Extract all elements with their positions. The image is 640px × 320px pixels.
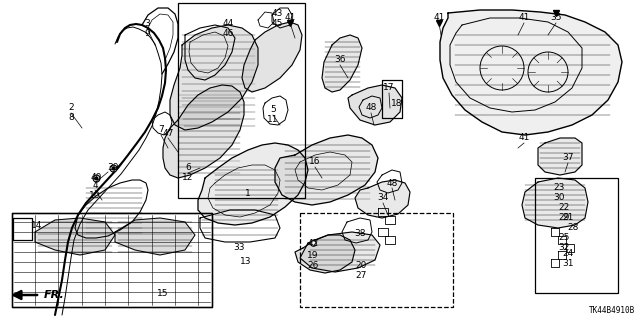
Text: 40: 40 <box>90 173 102 182</box>
Polygon shape <box>198 143 308 225</box>
Text: 41: 41 <box>518 133 530 142</box>
Text: 26: 26 <box>307 260 319 269</box>
Polygon shape <box>163 85 244 178</box>
Text: 42: 42 <box>307 238 319 247</box>
Text: 39: 39 <box>108 163 119 172</box>
Text: 22: 22 <box>558 204 570 212</box>
Text: FR.: FR. <box>44 290 65 300</box>
Text: 10: 10 <box>89 190 100 199</box>
Text: 38: 38 <box>355 228 365 237</box>
Polygon shape <box>275 135 378 205</box>
Text: 41: 41 <box>284 13 296 22</box>
Text: 37: 37 <box>563 154 573 163</box>
Polygon shape <box>300 232 380 272</box>
Polygon shape <box>170 25 258 130</box>
Text: 6: 6 <box>185 164 191 172</box>
Text: 31: 31 <box>563 259 573 268</box>
Text: 4: 4 <box>92 180 98 189</box>
Text: 47: 47 <box>163 129 173 138</box>
Text: 9: 9 <box>144 28 150 37</box>
Bar <box>12 213 212 307</box>
Polygon shape <box>35 218 115 255</box>
Text: 7: 7 <box>158 125 164 134</box>
Text: 43: 43 <box>271 9 283 18</box>
Text: 27: 27 <box>355 270 367 279</box>
Polygon shape <box>440 10 622 135</box>
Text: 44: 44 <box>222 19 234 28</box>
Polygon shape <box>522 178 588 228</box>
Text: 16: 16 <box>309 157 321 166</box>
Text: 24: 24 <box>563 249 573 258</box>
Text: 30: 30 <box>553 194 564 203</box>
Bar <box>178 3 305 198</box>
Text: TK44B4910B: TK44B4910B <box>589 306 635 315</box>
Text: 25: 25 <box>558 234 570 243</box>
Polygon shape <box>115 218 195 255</box>
Polygon shape <box>295 235 355 273</box>
Text: 12: 12 <box>182 173 194 182</box>
Text: 20: 20 <box>355 260 367 269</box>
Text: 8: 8 <box>68 114 74 123</box>
Text: 41: 41 <box>518 13 530 22</box>
Text: 48: 48 <box>365 103 377 113</box>
Text: 19: 19 <box>307 251 319 260</box>
Text: 35: 35 <box>550 13 562 22</box>
Bar <box>300 213 453 307</box>
Text: 34: 34 <box>378 194 388 203</box>
Text: 11: 11 <box>268 116 279 124</box>
Text: 46: 46 <box>222 28 234 37</box>
Text: 21: 21 <box>563 213 573 222</box>
Text: 48: 48 <box>387 179 397 188</box>
Text: 14: 14 <box>31 221 43 230</box>
Text: 29: 29 <box>558 213 570 222</box>
Bar <box>535 178 618 293</box>
Polygon shape <box>348 85 402 125</box>
Text: 2: 2 <box>68 103 74 113</box>
Text: 5: 5 <box>270 106 276 115</box>
Text: 17: 17 <box>383 84 395 92</box>
Polygon shape <box>242 22 302 92</box>
Polygon shape <box>538 138 582 175</box>
Text: 32: 32 <box>558 244 570 252</box>
Polygon shape <box>322 35 362 92</box>
Text: 23: 23 <box>554 183 564 193</box>
Polygon shape <box>355 180 410 218</box>
Text: 33: 33 <box>233 244 244 252</box>
Text: 45: 45 <box>271 19 283 28</box>
Text: 15: 15 <box>157 289 169 298</box>
Text: 13: 13 <box>240 257 252 266</box>
Text: 36: 36 <box>334 55 346 65</box>
Text: 41: 41 <box>433 13 445 22</box>
Text: 1: 1 <box>245 188 251 197</box>
Text: 3: 3 <box>144 19 150 28</box>
Text: 28: 28 <box>567 223 579 233</box>
Text: 18: 18 <box>391 99 403 108</box>
